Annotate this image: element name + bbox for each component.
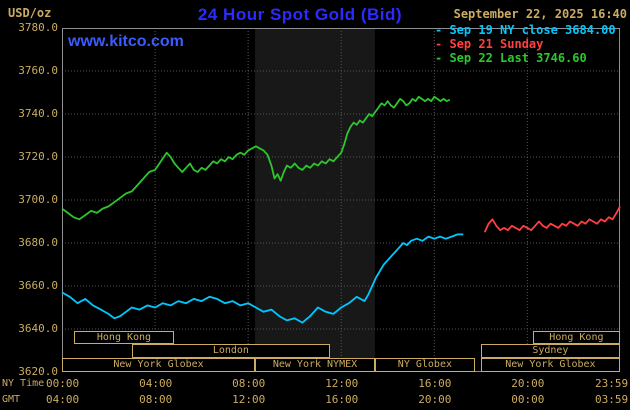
kitco-website-link[interactable]: www.kitco.com [68,33,184,50]
y-tick-label: 3760.0 [18,64,58,77]
session-hong-kong: Hong Kong [532,331,620,344]
series-line-sep22-last [61,95,451,221]
session-ny-globex: NY Globex [374,358,475,372]
x-tick-label: 23:59 [595,377,629,390]
y-tick-label: 3780.0 [18,21,58,34]
y-tick-label: 3740.0 [18,107,58,120]
x-tick-label: 20:00 [511,377,545,390]
x-tick-label: 00:00 [46,377,80,390]
x-tick-label: 03:59 [595,393,629,406]
session-new-york-nymex: New York NYMEX [255,358,375,372]
x-tick-label: 12:00 [232,393,266,406]
x-tick-label: 04:00 [139,377,173,390]
y-tick-label: 3620.0 [18,365,58,378]
legend-item: - Sep 19 NY close 3684.00 [435,23,616,37]
y-tick-label: 3720.0 [18,150,58,163]
x-tick-label: 20:00 [418,393,452,406]
y-tick-label: 3700.0 [18,193,58,206]
x-tick-label: 16:00 [418,377,452,390]
y-tick-label: 3660.0 [18,279,58,292]
session-new-york-globex: New York Globex [62,358,256,372]
legend-item: - Sep 21 Sunday [435,37,544,51]
x-tick-label: 12:00 [325,377,359,390]
x-tick-label: 00:00 [511,393,545,406]
legend: - Sep 19 NY close 3684.00- Sep 21 Sunday… [435,23,627,65]
price-unit-label: USD/oz [8,6,52,20]
session-london: London [131,344,330,358]
chart-title: 24 Hour Spot Gold (Bid) [197,5,403,24]
x-tick-label: 08:00 [232,377,266,390]
x-tick-label: 16:00 [325,393,359,406]
y-tick-label: 3640.0 [18,322,58,335]
x-axis-row-ny-time: NY Time 00:00 04:00 08:00 12:00 16:00 20:00 23… [0,377,630,391]
x-tick-label: 08:00 [139,393,173,406]
x-axis-row-gmt: GMT 04:00 08:00 12:00 16:00 20:00 00:00 03:59 [0,393,630,407]
x-tick-label: 04:00 [46,393,80,406]
series-line-sep19-ny-close [61,233,464,324]
ny-time-axis-label: NY Time [2,378,45,389]
legend-item: - Sep 22 Last 3746.60 [435,51,587,65]
y-tick-label: 3680.0 [18,236,58,249]
session-hong-kong: Hong Kong [73,331,175,344]
session-sydney: Sydney [480,344,620,358]
gmt-axis-label: GMT [2,394,21,405]
chart-timestamp: September 22, 2025 16:40 [453,7,627,21]
session-new-york-globex: New York Globex [480,358,620,372]
series-line-sep21-sunday [483,205,621,233]
